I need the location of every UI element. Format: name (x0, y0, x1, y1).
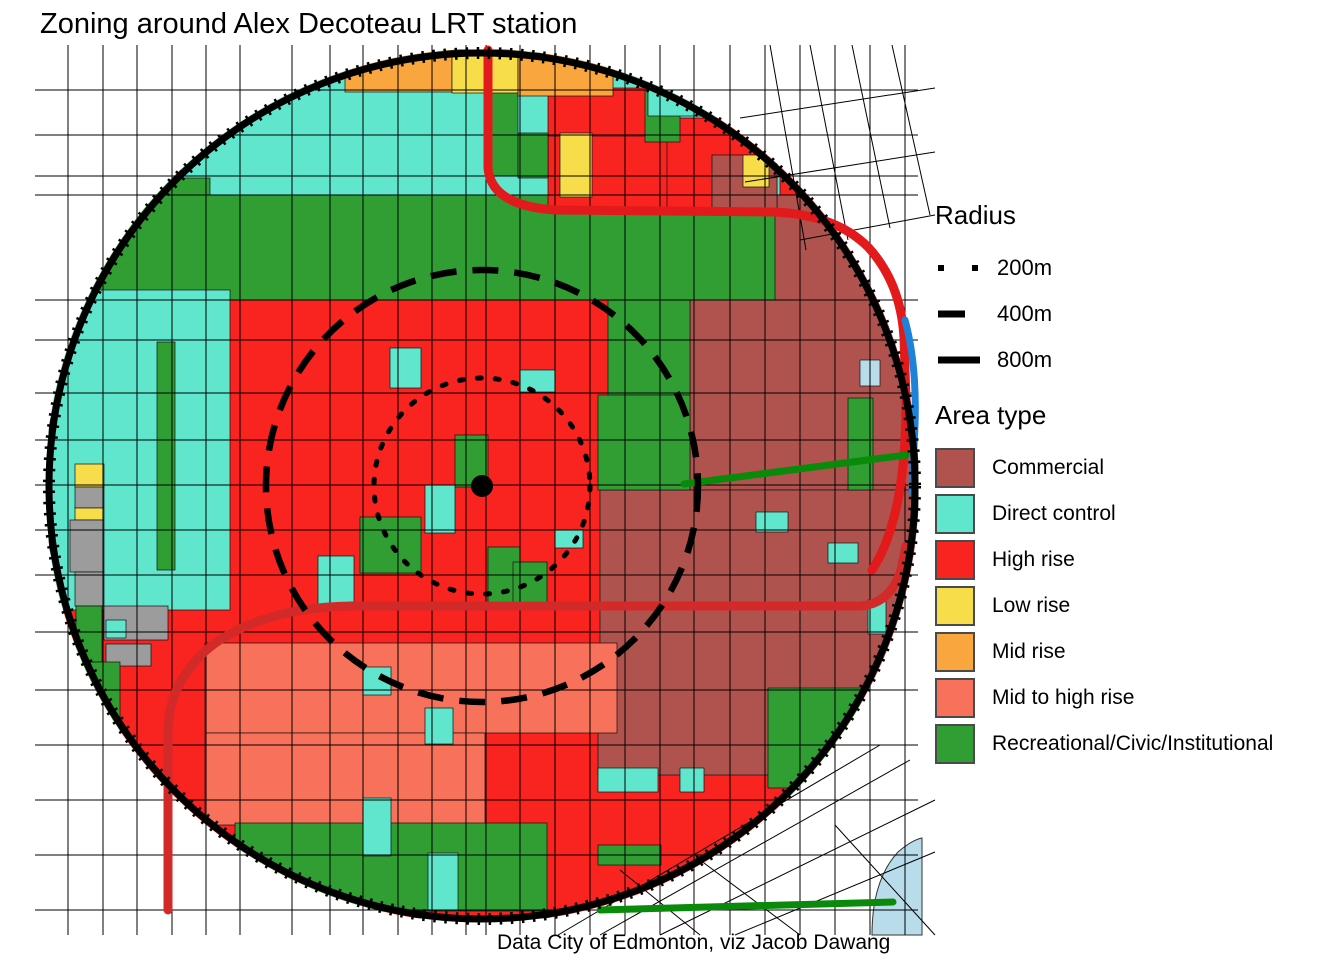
water-layer (871, 837, 923, 936)
radius-rings-layer (43, 47, 921, 925)
parcel-rec (359, 516, 422, 574)
dashed-line-sample-icon (938, 310, 965, 318)
area-type-legend-rows: Commercial Direct control High rise Low ris… (935, 445, 1335, 767)
parcel-dc (105, 619, 127, 639)
street-diagonal (744, 151, 936, 183)
parcel-dc (679, 767, 705, 793)
color-swatch-lr (935, 586, 975, 626)
radius-legend: Radius 200m 400m 800m (935, 200, 1335, 383)
parcel-rec (767, 687, 864, 789)
ring-200m (371, 375, 593, 597)
parcel-com (597, 689, 794, 776)
solid-line-sample-icon (938, 356, 980, 364)
street-diagonal (891, 44, 931, 216)
parcel-dc (755, 511, 789, 533)
area-type-legend-item-mhr: Mid to high rise (935, 675, 1335, 721)
area-type-legend-label: Commercial (992, 456, 1105, 479)
radius-legend-item-800m: 800m (935, 337, 1335, 383)
parcel-rec (847, 397, 874, 491)
parcel-lr (74, 463, 105, 488)
color-swatch-com (935, 448, 975, 488)
parcel-lr (559, 132, 593, 198)
ring-400m (262, 266, 702, 706)
area-type-legend-label: Low rise (992, 594, 1071, 617)
blue-path (901, 316, 919, 496)
area-type-legend-item-hr: High rise (935, 537, 1335, 583)
red-route-north-east (483, 45, 911, 575)
area-type-legend-label: High rise (992, 548, 1075, 571)
street-diagonal (734, 851, 936, 936)
area-type-legend-item-lr: Low rise (935, 583, 1335, 629)
parcel-rec (597, 394, 691, 491)
parcel-rec (156, 341, 176, 571)
ring-800m-jagged-edge (43, 47, 921, 925)
parcel-dc (424, 707, 454, 745)
area-type-legend-item-com: Commercial (935, 445, 1335, 491)
parcel-gray (74, 486, 105, 509)
radius-legend-item-200m: 200m (935, 245, 1335, 291)
parcel-dc (597, 767, 659, 793)
area-type-legend-label: Mid to high rise (992, 686, 1135, 709)
parcel-rec (512, 561, 548, 603)
parcel-mhr (204, 732, 486, 826)
parcel-rec (517, 132, 549, 179)
area-type-legend-item-mr: Mid rise (935, 629, 1335, 675)
parcel-dc (424, 484, 456, 534)
radius-legend-title: Radius (935, 200, 1016, 230)
parcel-rec (454, 434, 489, 488)
parcel-dc (362, 797, 392, 857)
area-type-legend: Area type Commercial Direct control High r… (935, 400, 1335, 767)
radius-legend-rows: 200m 400m 800m (935, 245, 1335, 383)
river-pond-southeast (871, 837, 923, 936)
red-route-south (163, 541, 911, 915)
street-grid-layer (35, 44, 936, 936)
radius-legend-label: 800m (997, 347, 1053, 372)
street-diagonal (834, 824, 936, 936)
radius-legend-label: 200m (997, 255, 1053, 280)
caption: Data City of Edmonton, viz Jacob Dawang (497, 931, 891, 954)
street-diagonal (851, 44, 891, 229)
street-diagonal (739, 87, 936, 119)
color-swatch-dc (935, 494, 975, 534)
station-center-dot (471, 475, 493, 497)
color-swatch-rec (935, 724, 975, 764)
parcel-gray (69, 519, 105, 573)
color-swatch-mhr (935, 678, 975, 718)
street-diagonal (809, 44, 849, 241)
area-type-legend-label: Direct control (992, 502, 1116, 525)
area-type-legend-label: Mid rise (992, 640, 1066, 663)
parcel-lr (74, 507, 105, 521)
parcel-rec (787, 787, 837, 861)
parcel-rec (607, 299, 691, 396)
radius-legend-label: 400m (997, 301, 1053, 326)
street-diagonal (699, 859, 801, 936)
color-swatch-mr (935, 632, 975, 672)
area-type-legend-label: Recreational/Civic/Institutional (992, 732, 1274, 755)
radius-legend-item-400m: 400m (935, 291, 1335, 337)
parcel-dc (827, 542, 859, 564)
area-type-legend-title: Area type (935, 400, 1047, 430)
street-diagonal (619, 869, 701, 936)
parcel-rec (491, 87, 519, 177)
parcel-mhr (204, 642, 618, 734)
parcel-gray (105, 643, 152, 667)
area-type-legend-item-rec: Recreational/Civic/Institutional (935, 721, 1335, 767)
street-diagonal (557, 744, 881, 936)
green-trail-east (680, 451, 910, 488)
parcel-dc (519, 369, 556, 393)
street-diagonal (659, 799, 936, 936)
dotted-line-sample-icon (938, 265, 979, 271)
street-diagonal (799, 214, 936, 241)
color-swatch-hr (935, 540, 975, 580)
parcel-dc (389, 347, 422, 389)
green-trail-south (596, 898, 897, 914)
parcel-dc (317, 555, 355, 605)
page-title: Zoning around Alex Decoteau LRT station (40, 8, 578, 40)
area-type-legend-item-dc: Direct control (935, 491, 1335, 537)
parcel-gray (74, 571, 105, 607)
